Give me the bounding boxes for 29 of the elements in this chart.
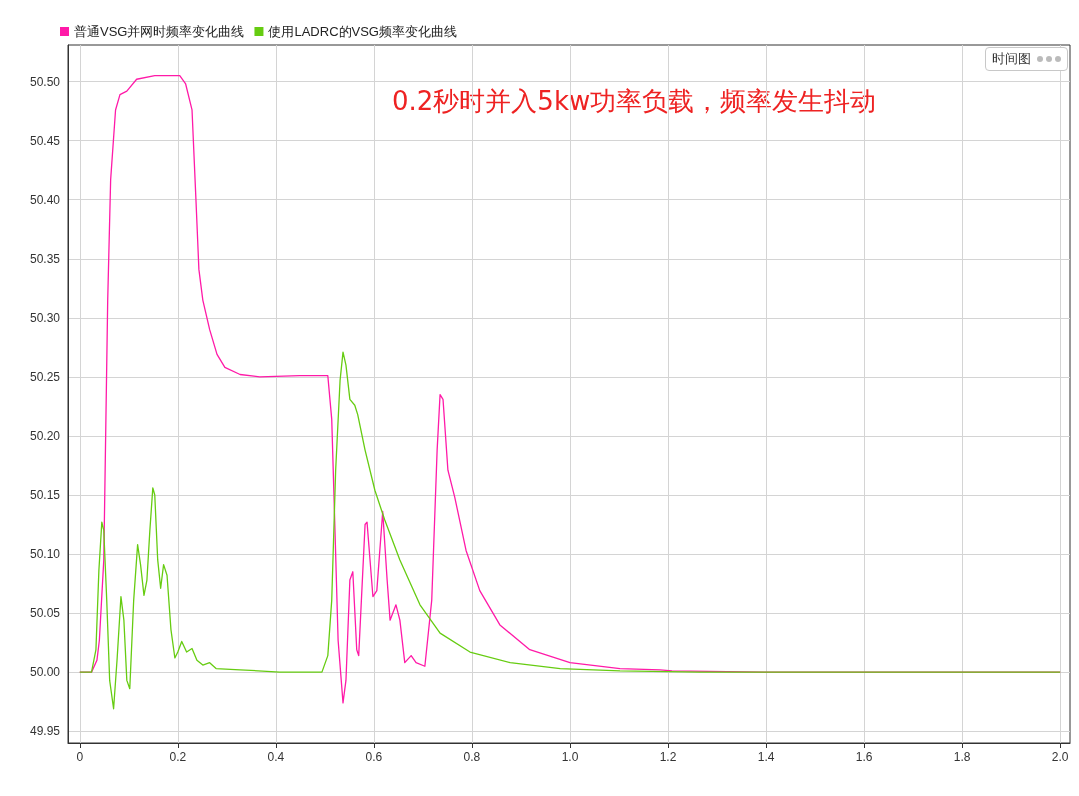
y-tick-label: 50.45 (29, 133, 61, 148)
x-tick-label: 0.8 (463, 750, 481, 764)
annotation: 时间图 (992, 50, 1031, 68)
x-tick-label: 0.6 (365, 750, 383, 764)
y-tick-label: 50.25 (29, 369, 61, 384)
y-tick-label: 50.40 (29, 192, 61, 207)
time-plot-button: 时间图 (985, 47, 1068, 71)
y-tick-label: 50.15 (29, 487, 61, 502)
x-tick-label: 1.8 (953, 750, 971, 764)
y-tick-label: 50.20 (29, 428, 61, 443)
x-tick-label: 1.0 (561, 750, 579, 764)
y-tick-label: 49.95 (29, 724, 61, 739)
x-tick-label: 1.6 (855, 750, 873, 764)
x-tick-label: 1.4 (757, 750, 775, 764)
y-tick-label: 50.30 (29, 310, 61, 325)
x-tick-label: 0.4 (267, 750, 285, 764)
x-tick-label: 0 (76, 750, 84, 764)
legend-label: 使用LADRC的VSG频率变化曲线 (268, 24, 457, 39)
y-tick-label: 50.10 (29, 547, 61, 562)
y-tick-label: 50.50 (29, 74, 61, 89)
x-tick-label: 1.2 (659, 750, 677, 764)
y-tick-label: 50.35 (29, 251, 61, 266)
x-tick-label: 2.0 (1051, 750, 1069, 764)
legend-label: 普通VSG并网时频率变化曲线 (74, 24, 245, 39)
line-series (79, 351, 1061, 710)
annotation: 0.2秒时并入5kw功率负载，频率发生抖动 (392, 86, 877, 116)
y-tick-label: 50.00 (29, 665, 61, 680)
x-tick-label: 0.2 (169, 750, 187, 764)
y-tick-label: 50.05 (29, 606, 61, 621)
